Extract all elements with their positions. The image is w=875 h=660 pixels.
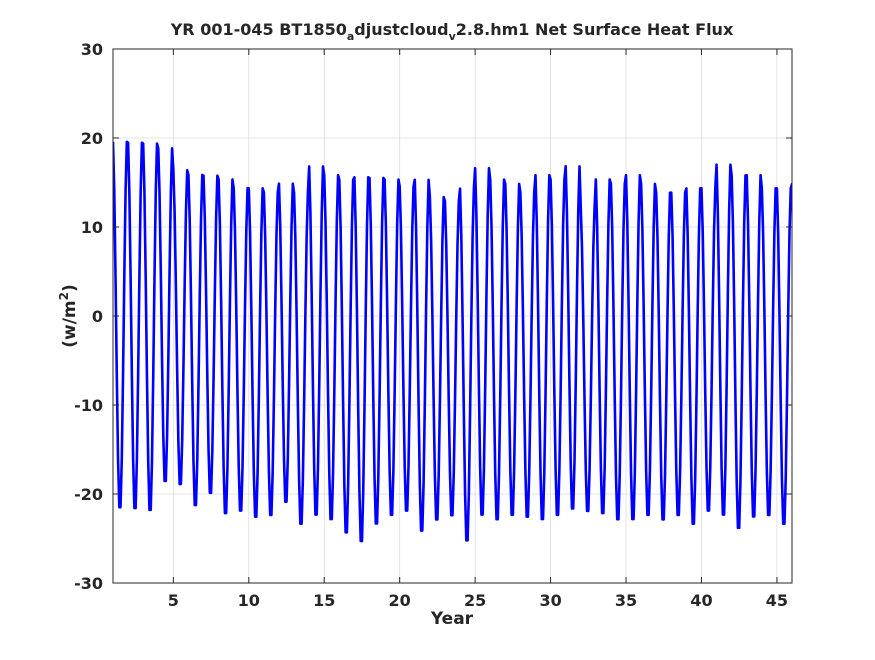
x-tick-label: 10 [238,591,260,610]
x-axis-label: Year [430,609,474,629]
x-tick-label: 30 [539,591,561,610]
x-tick-label: 25 [464,591,486,610]
chart-title-subscript-v: v [449,30,457,43]
y-tick-label: 30 [81,40,103,59]
y-axis-label-close: ) [60,284,80,292]
y-axis-label-text: (w/m [60,300,80,347]
y-tick-label: -30 [74,574,103,593]
y-tick-label: 0 [92,307,103,326]
y-tick-label: -20 [74,485,103,504]
grid [113,49,792,583]
x-tick-label: 20 [389,591,411,610]
y-tick-label: 20 [81,129,103,148]
chart-title-suffix: 2.8.hm1 Net Surface Heat Flux [456,20,734,39]
y-axis-label: (w/m2) [57,284,80,348]
plot-content [113,140,792,543]
x-tick-label: 40 [690,591,712,610]
chart-title-prefix: YR 001-045 BT1850 [170,20,347,39]
y-tick-labels: -30 -20 -10 0 10 20 30 [74,40,103,593]
y-axis-label-superscript: 2 [57,292,71,300]
y-tick-label: 10 [81,218,103,237]
y-tick-label: -10 [74,396,103,415]
x-tick-label: 15 [313,591,335,610]
chart-title-middle: djustcloud [354,20,448,39]
x-tick-label: 45 [766,591,788,610]
x-tick-label: 5 [168,591,179,610]
chart-title-subscript-a: a [347,30,354,43]
x-tick-label: 35 [615,591,637,610]
chart-title: YR 001-045 BT1850adjustcloudv2.8.hm1 Net… [170,20,734,43]
axis-ticks [113,48,792,584]
x-tick-labels: 5 10 15 20 25 30 35 40 45 [168,591,788,610]
series-line [113,140,792,543]
